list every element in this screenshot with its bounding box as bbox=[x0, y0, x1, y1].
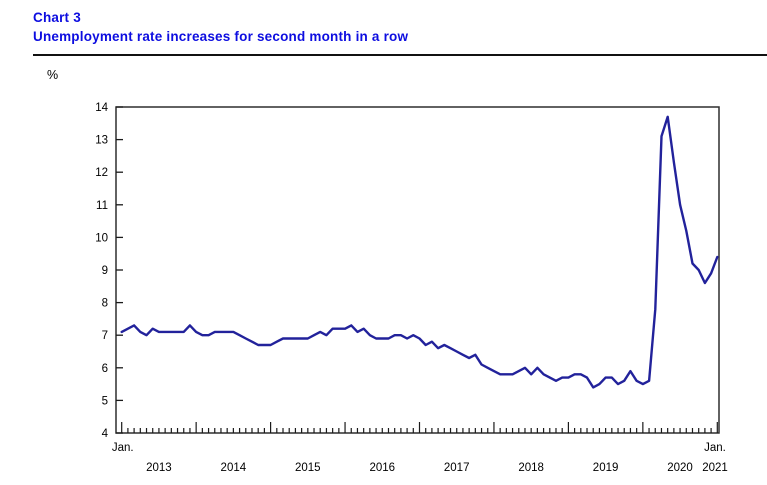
x-year-label: 2021 bbox=[702, 462, 728, 474]
y-tick-label: 8 bbox=[102, 298, 108, 310]
x-label-jan-last: Jan. bbox=[704, 442, 726, 454]
x-year-label: 2014 bbox=[221, 462, 247, 474]
chart-number: Chart 3 bbox=[33, 10, 81, 25]
y-tick-label: 13 bbox=[95, 135, 108, 147]
y-tick-label: 14 bbox=[95, 102, 108, 114]
y-tick-label: 7 bbox=[102, 330, 108, 342]
y-tick-label: 12 bbox=[95, 167, 108, 179]
x-year-label: 2013 bbox=[146, 462, 172, 474]
plot-frame bbox=[115, 106, 720, 434]
y-axis-unit-label: % bbox=[47, 68, 58, 82]
title-divider bbox=[33, 54, 767, 56]
x-year-label: 2020 bbox=[667, 462, 693, 474]
y-tick-label: 6 bbox=[102, 363, 108, 375]
x-label-jan-first: Jan. bbox=[112, 442, 134, 454]
x-year-label: 2016 bbox=[369, 462, 395, 474]
x-year-label: 2017 bbox=[444, 462, 470, 474]
y-tick-label: 11 bbox=[96, 200, 108, 212]
x-year-label: 2018 bbox=[518, 462, 544, 474]
x-year-label: 2019 bbox=[593, 462, 619, 474]
y-tick-label: 9 bbox=[102, 265, 108, 277]
y-tick-label: 4 bbox=[102, 428, 109, 440]
x-year-label: 2015 bbox=[295, 462, 321, 474]
unemployment-rate-line bbox=[120, 115, 719, 389]
y-tick-label: 10 bbox=[95, 232, 108, 244]
y-tick-label: 5 bbox=[102, 395, 108, 407]
chart-header: Chart 3 Unemployment rate increases for … bbox=[33, 8, 408, 46]
chart-title: Unemployment rate increases for second m… bbox=[33, 29, 409, 44]
